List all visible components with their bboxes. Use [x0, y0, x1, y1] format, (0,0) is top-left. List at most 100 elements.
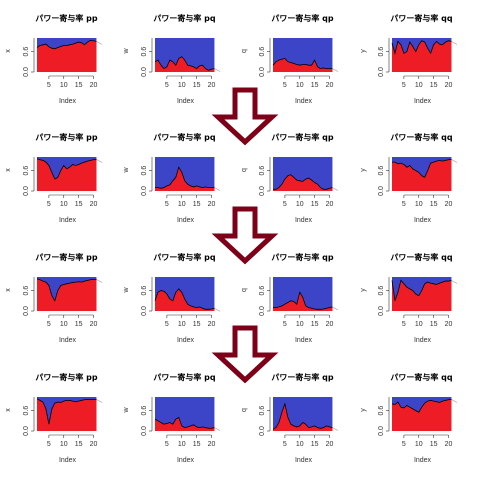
series-line	[391, 279, 452, 301]
area-bottom-fill	[37, 398, 97, 431]
panel-r2-c1: パワー寄与率 pp 5 10 15 20 0.0 0.6 Index x	[5, 132, 103, 224]
y-tick-label: 0.0	[23, 186, 30, 196]
x-tick-label: 20	[208, 201, 216, 208]
panel-title: パワー寄与率 pp	[35, 13, 98, 23]
panel-title: パワー寄与率 pq	[153, 132, 216, 142]
panel-r2-c3: パワー寄与率 qp 5 10 15 20 0.0 0.6 Index q	[241, 132, 339, 224]
x-tick-label: 10	[296, 441, 304, 448]
series-line	[154, 288, 215, 310]
y-axis-label: w	[123, 48, 130, 55]
x-tick-label: 10	[178, 441, 186, 448]
y-tick-label: 0.0	[259, 426, 266, 436]
x-tick-label: 20	[90, 321, 98, 328]
x-tick-label: 15	[75, 201, 83, 208]
x-tick-label: 5	[165, 82, 169, 89]
x-axis-label: Index	[59, 98, 77, 105]
series-line	[36, 39, 97, 50]
y-tick-label: 0.0	[23, 67, 30, 77]
x-tick-label: 15	[193, 321, 201, 328]
panel-title: パワー寄与率 pp	[35, 132, 98, 142]
series-line	[272, 57, 333, 70]
series-line	[36, 278, 97, 302]
x-axis-label: Index	[177, 457, 195, 464]
series-tail	[214, 427, 221, 431]
y-tick-label: 0.6	[378, 286, 385, 296]
x-tick-label: 20	[90, 201, 98, 208]
y-axis-label: y	[360, 288, 367, 292]
y-tick-label: 0.6	[23, 47, 30, 57]
series-tail	[214, 187, 221, 191]
series-tail	[96, 279, 103, 283]
x-tick-label: 10	[415, 201, 423, 208]
x-tick-label: 15	[193, 201, 201, 208]
x-tick-label: 15	[430, 82, 438, 89]
y-tick-label: 0.6	[259, 166, 266, 176]
x-tick-label: 10	[178, 201, 186, 208]
panel-r1-c1: パワー寄与率 pp 5 10 15 20 0.0 0.6 Index x	[5, 13, 103, 105]
x-tick-label: 15	[311, 441, 319, 448]
x-axis-label: Index	[177, 217, 195, 224]
y-tick-label: 0.0	[378, 306, 385, 316]
panel-title: パワー寄与率 qq	[390, 252, 453, 262]
x-tick-label: 20	[326, 321, 334, 328]
x-axis-label: Index	[414, 337, 432, 344]
x-tick-label: 15	[75, 82, 83, 89]
panel-title: パワー寄与率 qq	[390, 13, 453, 23]
x-axis-label: Index	[59, 457, 77, 464]
panel-title: パワー寄与率 pp	[35, 372, 98, 382]
x-tick-label: 15	[75, 441, 83, 448]
y-axis-label: q	[241, 288, 248, 292]
series-tail	[214, 68, 221, 72]
x-tick-label: 15	[193, 82, 201, 89]
panel-r4-c1: パワー寄与率 pp 5 10 15 20 0.0 0.6 Index x	[5, 372, 103, 464]
panel-r4-c4: パワー寄与率 qq 5 10 15 20 0.0 0.6 Index y	[360, 372, 458, 464]
x-tick-label: 5	[283, 82, 287, 89]
area-bottom-fill	[273, 403, 333, 431]
series-tail	[451, 399, 458, 403]
y-tick-label: 0.6	[378, 406, 385, 416]
series-line	[392, 158, 452, 178]
panel-title: パワー寄与率 qq	[390, 372, 453, 382]
x-tick-label: 5	[402, 82, 406, 89]
y-axis-label: q	[241, 49, 248, 53]
area-bottom-fill	[273, 292, 333, 311]
y-tick-label: 0.6	[259, 406, 266, 416]
panel-title: パワー寄与率 pp	[35, 252, 98, 262]
y-axis-label: x	[5, 168, 12, 172]
y-tick-label: 0.6	[141, 286, 148, 296]
y-axis-label: y	[360, 168, 367, 172]
panel-r1-c2: パワー寄与率 pq 5 10 15 20 0.0 0.6 Index w	[123, 13, 221, 105]
x-tick-label: 10	[60, 201, 68, 208]
x-axis-label: Index	[59, 217, 77, 224]
x-tick-label: 10	[178, 82, 186, 89]
x-tick-label: 5	[402, 201, 406, 208]
series-tail	[332, 187, 339, 191]
area-bottom-fill	[37, 158, 97, 191]
x-tick-label: 5	[402, 321, 406, 328]
panel-r1-c4: パワー寄与率 qq 5 10 15 20 0.0 0.6 Index y	[360, 13, 458, 105]
panel-title: パワー寄与率 pq	[153, 372, 216, 382]
y-tick-label: 0.6	[141, 47, 148, 57]
y-tick-label: 0.0	[23, 426, 30, 436]
x-tick-label: 20	[90, 82, 98, 89]
panel-r4-c2: パワー寄与率 pq 5 10 15 20 0.0 0.6 Index w	[123, 372, 221, 464]
series-line	[273, 291, 333, 310]
series-tail	[332, 427, 339, 431]
y-tick-label: 0.0	[141, 426, 148, 436]
x-tick-label: 5	[402, 441, 406, 448]
x-tick-label: 5	[47, 82, 51, 89]
x-tick-label: 10	[415, 82, 423, 89]
panel-title: パワー寄与率 qp	[271, 13, 334, 23]
x-tick-label: 20	[208, 82, 216, 89]
down-arrow-1	[211, 87, 279, 146]
y-axis-label: x	[5, 288, 12, 292]
y-tick-label: 0.0	[141, 67, 148, 77]
down-arrow-3	[211, 325, 279, 384]
y-axis-label: y	[360, 49, 367, 53]
x-tick-label: 15	[430, 441, 438, 448]
panel-r3-c2: パワー寄与率 pq 5 10 15 20 0.0 0.6 Index w	[123, 252, 221, 344]
x-tick-label: 10	[415, 441, 423, 448]
x-tick-label: 10	[415, 321, 423, 328]
panel-r2-c2: パワー寄与率 pq 5 10 15 20 0.0 0.6 Index w	[123, 132, 221, 224]
